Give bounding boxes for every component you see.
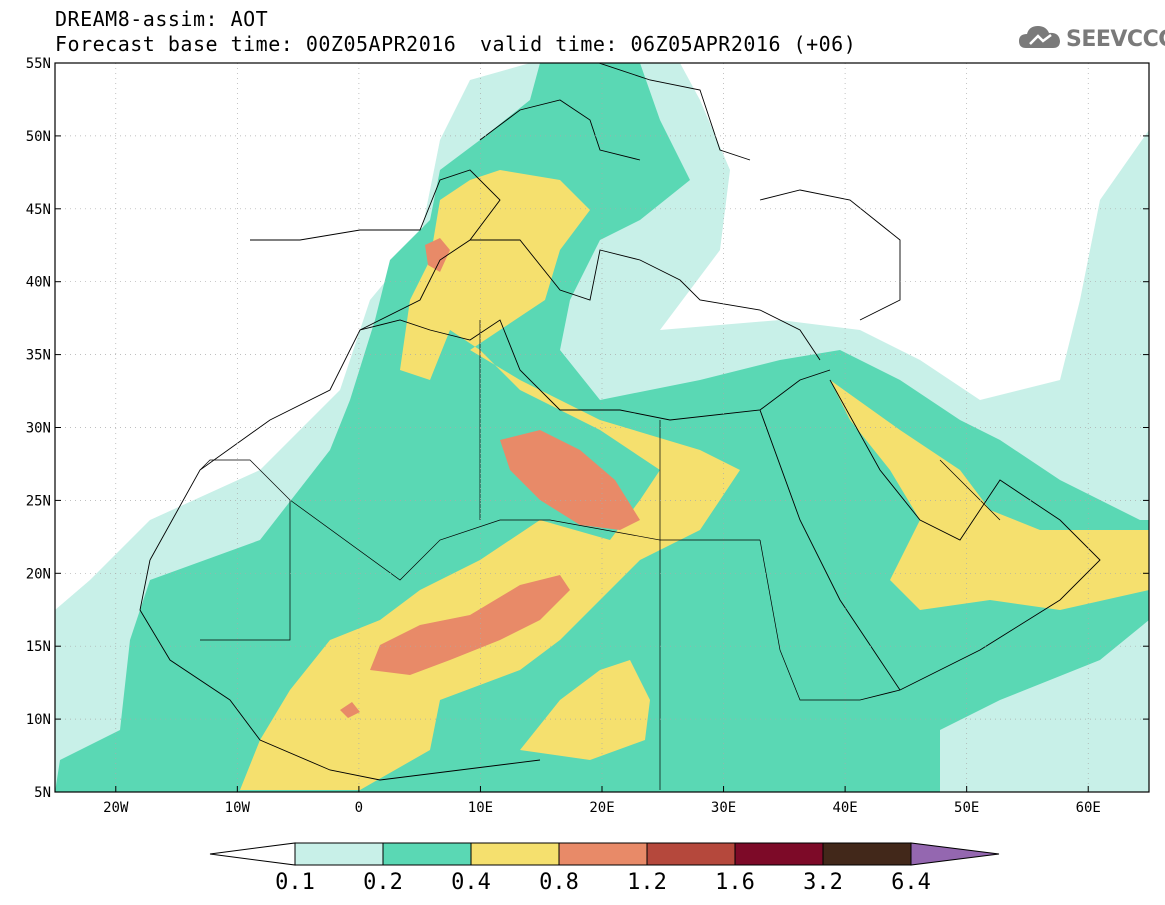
aot-contour-0.8-libya bbox=[500, 430, 640, 530]
lon-label: 50E bbox=[954, 800, 979, 816]
map-title: DREAM8-assim: AOT bbox=[55, 7, 269, 31]
axis-ticks: 55N 50N 45N 40N 35N 30N 25N 20N 15N 10N 5N 20W 10W 0 1… bbox=[26, 56, 1149, 816]
colorbar-label: 0.2 bbox=[363, 870, 403, 895]
lat-label: 50N bbox=[26, 129, 51, 145]
colorbar-segment bbox=[646, 842, 736, 866]
colorbar-segment bbox=[822, 842, 912, 866]
aot-colorbar: 0.1 0.2 0.4 0.8 1.2 1.6 3.2 6.4 bbox=[209, 842, 1000, 895]
lat-label: 15N bbox=[26, 639, 51, 655]
colorbar-max-arrow bbox=[910, 842, 1000, 866]
colorbar-segment bbox=[294, 842, 384, 866]
colorbar-min-arrow bbox=[209, 842, 296, 866]
lat-label: 55N bbox=[26, 56, 51, 72]
colorbar-label: 1.2 bbox=[627, 870, 667, 895]
aot-contour-0.8-sahel bbox=[370, 575, 570, 675]
lat-label: 45N bbox=[26, 202, 51, 218]
aot-contour-0.8-nigeria bbox=[340, 702, 360, 718]
colorbar-label: 3.2 bbox=[803, 870, 843, 895]
lat-label: 30N bbox=[26, 421, 51, 437]
colorbar-label: 6.4 bbox=[891, 870, 931, 895]
aot-contour-0.8-italy bbox=[425, 238, 450, 272]
lon-label: 0 bbox=[355, 800, 363, 816]
colorbar-segment bbox=[734, 842, 824, 866]
lon-label: 60E bbox=[1076, 800, 1101, 816]
colorbar-label: 0.1 bbox=[275, 870, 315, 895]
colorbar-segment bbox=[470, 842, 560, 866]
colorbar-segment bbox=[558, 842, 648, 866]
lat-label: 10N bbox=[26, 712, 51, 728]
colorbar-label: 1.6 bbox=[715, 870, 755, 895]
lon-label: 20E bbox=[589, 800, 614, 816]
lon-label: 30E bbox=[711, 800, 736, 816]
lat-label: 5N bbox=[34, 785, 51, 801]
aot-contour-0.4-sudan bbox=[520, 660, 650, 760]
lon-label: 40E bbox=[832, 800, 857, 816]
seevccc-logo: SEEVCCC bbox=[1018, 24, 1165, 54]
lon-label: 10W bbox=[225, 800, 251, 816]
lon-label: 20W bbox=[103, 800, 129, 816]
aot-contour-0.4 bbox=[240, 170, 740, 790]
colorbar-label: 0.4 bbox=[451, 870, 491, 895]
lat-label: 20N bbox=[26, 566, 51, 582]
lat-label: 25N bbox=[26, 493, 51, 509]
aot-fields bbox=[55, 63, 1149, 792]
lon-label: 10E bbox=[468, 800, 493, 816]
forecast-base-time: Forecast base time: 00Z05APR2016 bbox=[55, 32, 457, 56]
colorbar-label: 0.8 bbox=[539, 870, 579, 895]
aot-contour-0.4-arabia bbox=[830, 380, 1149, 610]
valid-time: valid time: 06Z05APR2016 (+06) bbox=[480, 32, 857, 56]
coastlines bbox=[139, 63, 1101, 781]
cloud-icon bbox=[1018, 22, 1062, 56]
logo-text: SEEVCCC bbox=[1066, 26, 1165, 52]
colorbar-segment bbox=[382, 842, 472, 866]
lat-label: 35N bbox=[26, 348, 51, 364]
country-borders bbox=[199, 320, 1001, 790]
lat-label: 40N bbox=[26, 275, 51, 291]
